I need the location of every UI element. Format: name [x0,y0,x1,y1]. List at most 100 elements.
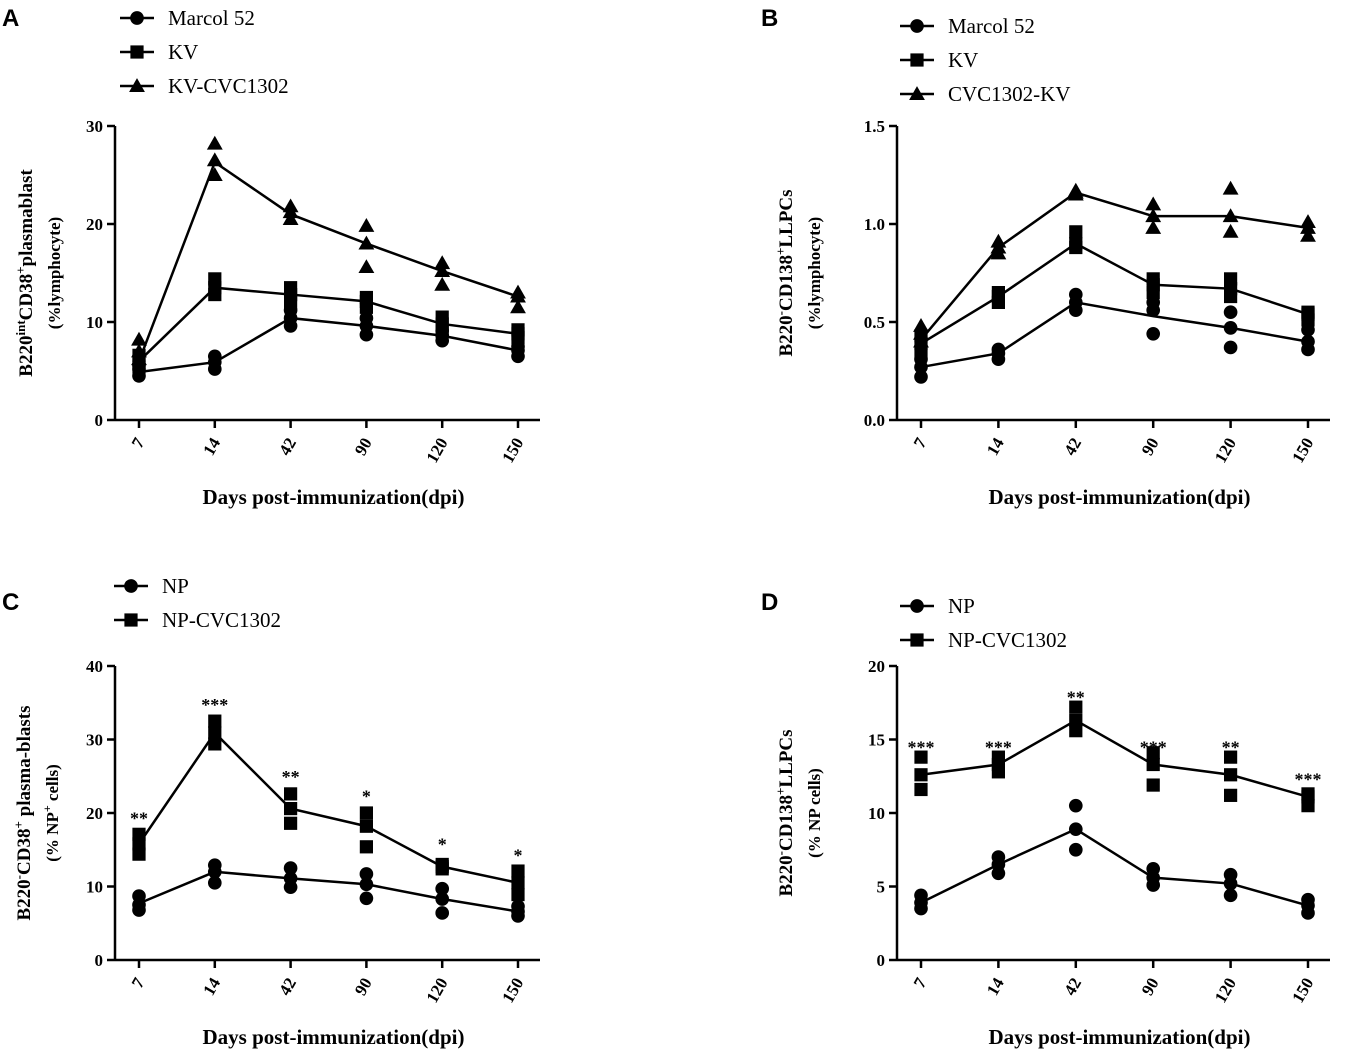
y-axis-sublabel-part: + [40,805,54,812]
data-point-circle [1301,892,1315,907]
y-tick-label: 0.5 [864,313,885,332]
y-axis-label-part: CD38 [14,829,35,875]
data-point-square [359,806,373,820]
data-point-triangle [206,167,223,181]
panel-letter: C [2,589,19,616]
data-point-triangle [913,333,929,348]
data-point-circle [207,349,222,364]
legend-marker-circle [910,19,924,33]
significance-marker: * [438,834,447,854]
y-tick-label: 30 [86,117,103,136]
legend-marker-square [910,53,924,67]
data-point-square [991,750,1005,764]
data-point-circle [914,888,928,903]
data-point-circle [1068,798,1083,813]
data-point-circle [359,877,374,892]
data-point-circle [914,370,928,384]
data-point-circle [1223,888,1238,903]
data-point-triangle [510,284,526,299]
y-axis-label-part: B220 [776,315,797,356]
legend-marker-square [130,45,144,59]
y-axis-label-part: - [773,851,788,855]
chart-panel-a: A Marcol 52 KV KV-CVC1302 0 10 20 30 7 14 42 90 120 1… [2,5,540,509]
y-axis-label-part: - [773,311,788,315]
y-axis-sublabel-part: cells) [43,764,62,805]
y-axis-label-part: B220 [14,879,35,920]
y-axis-label-part: plasmablast [16,169,37,267]
data-point-square [1146,272,1160,286]
y-axis-label-part: + [773,248,788,255]
data-point-circle [207,858,222,873]
y-tick-label: 0.0 [864,411,885,430]
y-axis-label-part: CD138 [776,255,797,311]
data-point-square [1301,787,1315,801]
x-axis-label: Days post-immunization(dpi) [203,485,465,509]
data-point-square [914,750,928,764]
legend-marker-circle [130,11,144,25]
panel-letter: A [2,5,19,32]
data-point-triangle [1067,182,1084,197]
y-axis-sublabel: (%lymphocyte) [805,217,824,329]
series-line-square [920,242,1309,345]
data-point-square [1224,272,1238,286]
series-line-triangle [920,191,1309,341]
data-point-circle [1146,862,1161,876]
data-point-square [208,272,222,286]
x-tick-label: 90 [1138,435,1163,459]
data-point-triangle [913,318,929,332]
data-point-square [359,840,373,854]
data-point-square [359,819,373,833]
x-tick-label: 7 [128,434,149,451]
y-axis-label-part: CD138 [776,795,797,851]
x-axis-label: Days post-immunization(dpi) [989,1025,1251,1049]
data-point-circle [132,889,146,903]
series-line-square [137,730,519,885]
data-point-triangle [358,259,375,274]
data-point-triangle [1222,180,1239,195]
x-tick-label: 120 [422,435,451,467]
y-tick-label: 0 [877,951,886,970]
y-tick-label: 0 [95,411,104,430]
significance-marker: * [362,787,371,807]
data-point-triangle [206,135,223,150]
legend-label: Marcol 52 [168,6,255,30]
chart-panel-b: B Marcol 52 KV CVC1302-KV 0.0 0.5 1.0 1.5 7 14 42 9… [761,5,1330,509]
data-point-square [208,726,222,740]
data-point-square [284,801,298,816]
data-point-square [1146,757,1160,772]
y-tick-label: 5 [877,878,886,897]
data-point-triangle [1300,227,1316,242]
data-point-circle [1223,867,1238,882]
significance-marker: ** [1222,737,1240,757]
data-point-triangle [131,331,147,346]
legend-label: Marcol 52 [948,14,1035,38]
data-point-circle [1068,287,1083,302]
data-point-square [914,768,928,782]
y-axis-label-part: LLPCs [776,190,797,248]
data-point-square [511,323,525,337]
y-tick-label: 1.0 [864,215,885,234]
y-axis-sublabel: (% NP+ cells) [40,764,62,862]
y-axis-label-part: B220 [776,855,797,896]
significance-marker: ** [282,767,300,787]
data-point-circle [1223,321,1238,335]
data-point-square [914,782,928,797]
x-tick-label: 120 [1211,435,1240,467]
data-point-square [1069,225,1083,239]
y-axis-label-part: plasma-blasts [14,705,35,821]
significance-marker: *** [201,695,228,715]
chart-panel-c: C NP NP-CVC1302 0 10 20 30 40 7 14 42 90 120 150 Days … [2,574,540,1049]
y-axis-label-part: + [13,266,28,273]
y-tick-label: 30 [86,731,103,750]
data-point-square [1069,724,1083,738]
y-tick-label: 20 [86,215,103,234]
y-axis-label: B220intCD38+plasmablast [13,169,38,377]
data-point-circle [435,892,450,906]
y-axis-label: B220-CD138+LLPCs [773,190,798,357]
data-point-square [132,847,146,861]
data-point-circle [1068,822,1083,836]
data-point-square [991,286,1005,300]
panel-letter: B [761,5,778,32]
data-point-triangle [434,263,451,277]
significance-marker: *** [908,737,935,757]
